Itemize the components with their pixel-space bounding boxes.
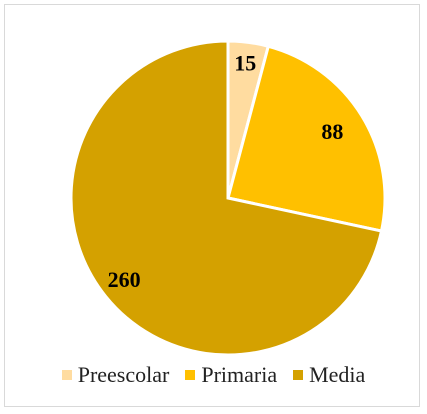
pie-slice-media (69, 39, 384, 357)
data-label-preescolar: 15 (234, 51, 256, 76)
legend-label-media: Media (309, 362, 366, 387)
legend-label-preescolar: Preescolar (77, 362, 170, 387)
legend-swatch-media (293, 370, 304, 380)
legend-item-preescolar: Preescolar (61, 362, 170, 388)
data-label-media: 260 (108, 267, 141, 292)
legend-swatch-primaria (185, 370, 196, 380)
legend-item-media: Media (293, 362, 365, 388)
legend: Preescolar Primaria Media (0, 362, 427, 388)
legend-item-primaria: Primaria (185, 362, 277, 388)
data-label-primaria: 88 (321, 119, 343, 144)
pie-slice-primaria (226, 44, 387, 233)
legend-label-primaria: Primaria (201, 362, 278, 387)
legend-swatch-preescolar (61, 370, 72, 380)
